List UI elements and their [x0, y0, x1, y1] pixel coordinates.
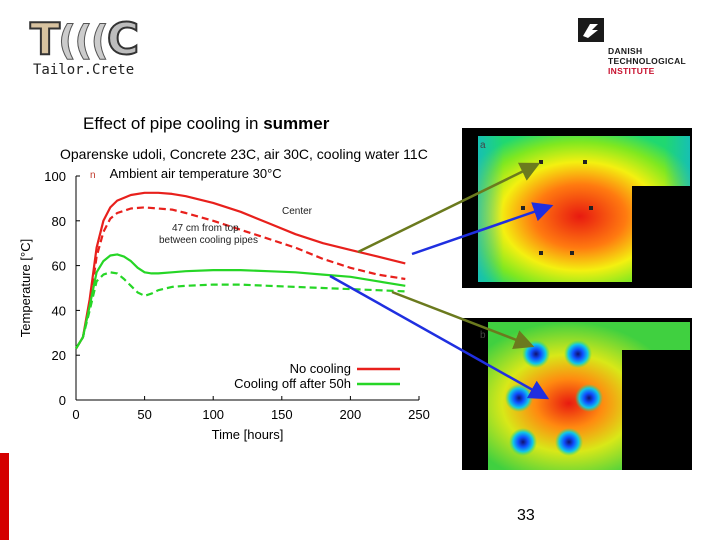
- annotation-between: between cooling pipes: [159, 235, 258, 246]
- annotation-depth: 47 cm from top: [172, 223, 239, 234]
- dti-logo-mark: [578, 18, 604, 42]
- y-tick-label: 60: [52, 259, 66, 274]
- series-line-1: [75, 206, 406, 350]
- series-line-2: [75, 253, 406, 350]
- legend-label-no-cooling: No cooling: [290, 361, 351, 376]
- annotation-center: Center: [282, 206, 313, 217]
- arrow-bottom-blue: [329, 274, 550, 400]
- y-tick-label: 20: [52, 348, 66, 363]
- x-tick-label: 250: [408, 407, 430, 422]
- x-tick-label: 200: [340, 407, 362, 422]
- dti-logo: DANISH TECHNOLOGICAL INSTITUTE: [578, 18, 718, 78]
- dti-logo-line1: DANISH: [608, 46, 643, 56]
- x-axis-label: Time [hours]: [212, 427, 284, 442]
- dti-logo-line2: TECHNOLOGICAL: [608, 56, 687, 66]
- arrow-top-blue: [411, 202, 554, 256]
- bullet-text: Ambient air temperature 30°C: [109, 166, 282, 181]
- page-number: 33: [517, 507, 535, 524]
- arrow-top-olive: [357, 162, 541, 254]
- legend-label-cooling-off: Cooling off after 50h: [234, 376, 351, 391]
- y-tick-label: 80: [52, 214, 66, 229]
- chart-axes: 0 50 100 150 200 250 0 20 40 60 80 100 Time [hours] T…: [18, 169, 430, 442]
- arrow-bottom-olive: [391, 290, 535, 350]
- tailorcrete-logo-text: Tailor.Crete: [33, 62, 135, 78]
- dti-logo-line3: INSTITUTE: [608, 66, 655, 76]
- x-tick-label: 150: [271, 407, 293, 422]
- y-tick-label: 100: [44, 169, 66, 184]
- x-tick-label: 0: [72, 407, 79, 422]
- slide-title: Effect of pipe cooling in summer: [83, 114, 329, 134]
- bullet-marker: n: [90, 170, 96, 181]
- panel-label-bottom: b: [480, 330, 486, 341]
- simulation-bottom-heatmap: b: [480, 322, 690, 470]
- series-line-3: [75, 271, 406, 350]
- simulation-top-heatmap: a: [478, 136, 690, 282]
- tailorcrete-logo-letters: T(((C: [29, 14, 140, 65]
- y-tick-label: 0: [59, 393, 66, 408]
- slide-title-prefix: Effect of pipe cooling in: [83, 114, 264, 133]
- chart-title: Oparenske udoli, Concrete 23C, air 30C, …: [60, 146, 428, 162]
- accent-bar: [0, 453, 9, 540]
- chart-series: [75, 191, 406, 350]
- tailorcrete-logo: T(((C Tailor.Crete: [29, 14, 150, 80]
- bullet-item: n Ambient air temperature 30°C: [90, 166, 282, 181]
- x-tick-label: 100: [202, 407, 224, 422]
- series-line-0: [75, 191, 406, 350]
- y-axis-label: Temperature [°C]: [18, 239, 33, 337]
- y-tick-label: 40: [52, 303, 66, 318]
- panel-label-top: a: [480, 140, 486, 151]
- slide-title-bold: summer: [263, 114, 330, 133]
- x-tick-label: 50: [137, 407, 151, 422]
